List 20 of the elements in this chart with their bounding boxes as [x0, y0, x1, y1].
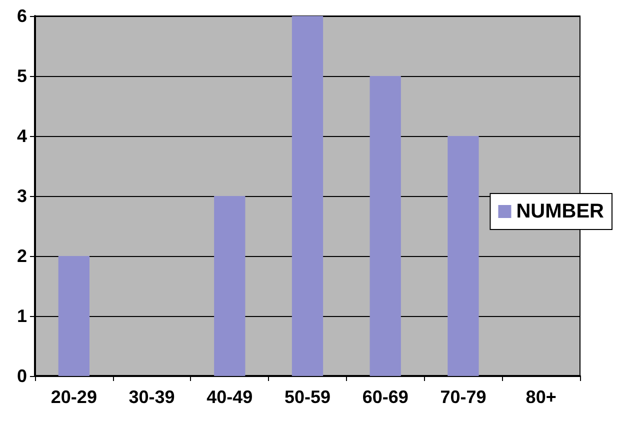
x-tick-label: 70-79 [440, 387, 486, 407]
bar [370, 76, 401, 376]
y-tick-label: 6 [16, 6, 27, 26]
bar [58, 256, 90, 376]
x-tick-label: 80+ [526, 387, 556, 407]
x-tick-label: 30-39 [128, 387, 175, 407]
bar [448, 136, 479, 376]
y-tick-label: 1 [16, 306, 27, 326]
x-tick-label: 20-29 [50, 387, 97, 407]
bar [214, 196, 246, 376]
x-tick-label: 50-59 [284, 387, 331, 407]
bar [292, 16, 324, 376]
y-tick-label: 3 [16, 186, 27, 206]
y-tick-label: 5 [16, 66, 27, 86]
y-tick-label: 4 [16, 126, 27, 146]
legend-label: NUMBER [516, 200, 605, 222]
x-tick-label: 60-69 [362, 387, 408, 407]
y-tick-label: 0 [16, 366, 27, 386]
y-tick-label: 2 [16, 246, 27, 266]
x-tick-label: 40-49 [206, 387, 253, 407]
